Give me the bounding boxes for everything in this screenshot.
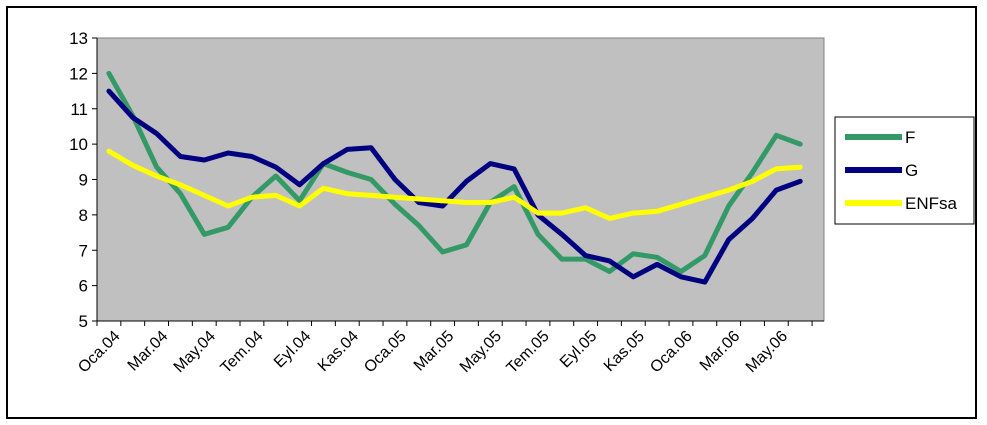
x-tick-label: Kas.04 — [315, 328, 362, 375]
x-tick-label: Mar.04 — [125, 328, 172, 375]
series-lines — [106, 70, 803, 285]
x-tick-label: Oca.04 — [75, 328, 124, 377]
y-tick-label: 6 — [79, 277, 88, 296]
y-tick-label: 5 — [79, 312, 88, 331]
series-line-f — [106, 70, 803, 274]
plot-area — [96, 37, 825, 322]
x-tick-label: May.04 — [171, 328, 219, 376]
y-tick-label: 7 — [79, 241, 88, 260]
y-tick-label: 10 — [69, 135, 88, 154]
y-tick-label: 13 — [69, 29, 88, 48]
x-tick-label: Tem.04 — [218, 328, 267, 377]
legend-label-enfsa: ENFsa — [905, 194, 958, 213]
series-line-enfsa — [106, 148, 803, 221]
y-tick-label: 11 — [70, 100, 88, 119]
x-tick-label: Kas.05 — [601, 328, 648, 375]
legend-label-f: F — [905, 128, 915, 147]
x-tick-label: Oca.05 — [361, 328, 410, 377]
y-tick-label: 12 — [69, 64, 88, 83]
legend-label-g: G — [905, 161, 918, 180]
legend: FG ENFsa — [834, 116, 975, 225]
x-tick-label: May.05 — [457, 328, 505, 376]
y-axis-ticks: 5 6 7 8 9 10 11 12 13 — [69, 29, 97, 331]
x-tick-label: Mar.06 — [697, 328, 744, 375]
x-tick-label: Oca.06 — [647, 328, 696, 377]
x-tick-label: Mar.05 — [411, 328, 458, 375]
y-tick-label: 9 — [79, 171, 88, 190]
x-tick-label: Eyl.05 — [557, 328, 601, 372]
series-line-g — [106, 88, 803, 285]
x-tick-label: Eyl.04 — [271, 328, 315, 372]
x-tick-label: Tem.05 — [504, 328, 553, 377]
x-tick-label: May.06 — [743, 328, 791, 376]
y-tick-label: 8 — [79, 206, 88, 225]
